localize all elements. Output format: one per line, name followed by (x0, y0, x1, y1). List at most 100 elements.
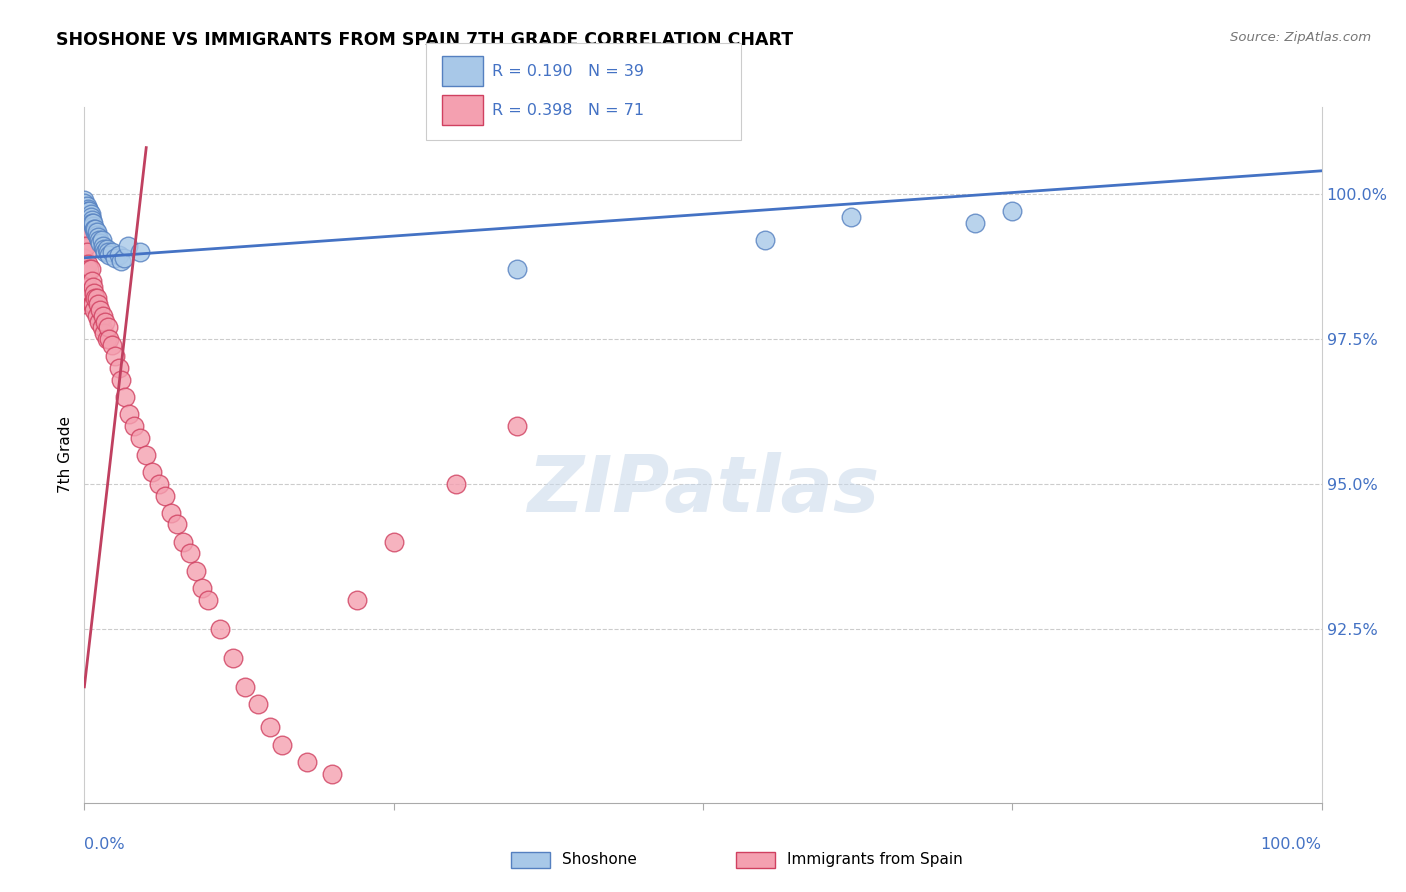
Point (73, 274, 96, 288)
Point (73, 251, 96, 265)
Point (76, 199, 98, 213)
Point (108, 248, 131, 262)
Point (118, 408, 141, 422)
Point (122, 419, 145, 434)
Point (84, 225, 107, 239)
Point (246, 698, 269, 712)
Point (73, 199, 96, 213)
Point (89, 315, 111, 329)
Y-axis label: 7th Grade: 7th Grade (58, 417, 73, 493)
Point (89, 303, 111, 318)
Point (90, 320, 112, 334)
Point (87, 230, 110, 244)
Point (506, 262, 529, 277)
Point (73, 239, 96, 253)
Point (104, 251, 127, 265)
Point (89, 236, 111, 251)
Text: Immigrants from Spain: Immigrants from Spain (787, 853, 963, 867)
FancyBboxPatch shape (512, 852, 550, 868)
Point (506, 419, 529, 434)
Text: Shoshone: Shoshone (562, 853, 637, 867)
Point (166, 517, 188, 532)
Point (965, 216, 987, 230)
Point (141, 466, 163, 480)
Point (191, 582, 214, 596)
Point (73, 262, 96, 277)
Point (73, 297, 96, 311)
Text: 100.0%: 100.0% (1261, 838, 1322, 852)
Point (93, 326, 115, 341)
Point (80, 213, 103, 227)
Text: ZIPatlas: ZIPatlas (527, 451, 879, 528)
Point (86, 225, 108, 239)
Point (100, 245, 122, 260)
Point (76, 268, 98, 283)
Point (73, 227, 96, 242)
Point (114, 390, 136, 404)
Point (129, 245, 152, 260)
Point (87, 297, 110, 311)
Text: SHOSHONE VS IMMIGRANTS FROM SPAIN 7TH GRADE CORRELATION CHART: SHOSHONE VS IMMIGRANTS FROM SPAIN 7TH GR… (56, 31, 793, 49)
Point (754, 234, 776, 248)
Text: R = 0.190   N = 39: R = 0.190 N = 39 (492, 63, 644, 78)
Point (79, 204, 101, 219)
FancyBboxPatch shape (441, 95, 484, 126)
Point (73, 216, 96, 230)
Point (77, 257, 100, 271)
Point (75, 257, 97, 271)
Point (108, 361, 131, 376)
Point (89, 234, 111, 248)
Point (73, 285, 96, 300)
Point (841, 211, 863, 225)
Text: Source: ZipAtlas.com: Source: ZipAtlas.com (1230, 31, 1371, 45)
Point (97, 245, 120, 260)
Point (96, 332, 118, 346)
FancyBboxPatch shape (441, 56, 484, 87)
Point (79, 211, 101, 225)
Point (75, 221, 97, 235)
Point (79, 262, 101, 277)
Point (172, 535, 194, 549)
Point (184, 564, 207, 578)
Point (75, 239, 97, 253)
Point (117, 239, 139, 253)
Point (94, 315, 117, 329)
Point (271, 738, 294, 752)
FancyBboxPatch shape (737, 852, 776, 868)
Point (80, 216, 103, 230)
Point (259, 721, 281, 735)
Point (77, 204, 100, 219)
Point (110, 373, 132, 387)
Point (148, 477, 170, 491)
Point (209, 622, 232, 636)
Point (82, 219, 104, 233)
Point (110, 253, 132, 268)
Point (233, 680, 256, 694)
Point (91, 239, 114, 253)
Point (73, 204, 96, 219)
Point (83, 303, 105, 318)
Point (153, 489, 176, 503)
Point (346, 593, 368, 607)
Point (76, 245, 98, 260)
Point (82, 280, 104, 294)
Text: 0.0%: 0.0% (84, 838, 125, 852)
Point (79, 285, 101, 300)
Point (96, 242, 118, 256)
Point (91, 309, 114, 323)
Point (79, 285, 101, 300)
Point (90, 234, 112, 248)
Point (86, 227, 108, 242)
Point (98, 248, 121, 262)
Point (73, 195, 96, 210)
Point (79, 262, 101, 277)
Point (86, 309, 108, 323)
Point (77, 280, 100, 294)
Point (444, 477, 467, 491)
Point (1001, 204, 1024, 219)
Point (135, 448, 157, 462)
Point (84, 221, 107, 235)
Point (77, 202, 100, 216)
Point (197, 593, 219, 607)
Point (93, 242, 115, 256)
